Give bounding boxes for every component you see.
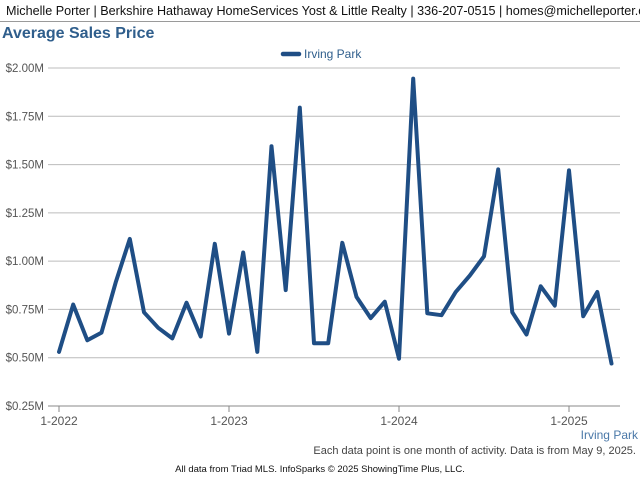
y-tick-label: $1.50M — [6, 160, 44, 172]
footer-credit: All data from Triad MLS. InfoSparks © 20… — [175, 464, 465, 475]
legend[interactable]: Irving Park — [280, 47, 362, 61]
header-text: Michelle Porter | Berkshire Hathaway Hom… — [6, 4, 640, 18]
x-tick-label: 1-2023 — [210, 414, 248, 428]
y-tick-label: $0.25M — [6, 401, 44, 413]
y-tick-label: $1.25M — [6, 208, 44, 220]
grid-lines — [48, 67, 620, 407]
x-tick-label: 1-2024 — [380, 414, 418, 428]
series-line-irving-park — [57, 76, 614, 366]
series-layer — [57, 76, 614, 366]
legend-label[interactable]: Irving Park — [304, 47, 362, 61]
axes: $0.25M $0.50M $0.75M $1.00M $1.25M $1.50M $1.7… — [6, 63, 639, 442]
y-tick-label: $1.75M — [6, 111, 44, 123]
x-tick-label: 1-2025 — [550, 414, 588, 428]
y-tick-label: $1.00M — [6, 256, 44, 268]
header-bar: Michelle Porter | Berkshire Hathaway Hom… — [0, 0, 640, 22]
chart-title: Average Sales Price — [2, 25, 155, 42]
x-corner-label: Irving Park — [581, 428, 639, 442]
footer-note: Each data point is one month of activity… — [313, 445, 636, 457]
x-tick-label: 1-2022 — [40, 414, 78, 428]
y-tick-label: $0.50M — [6, 353, 44, 365]
y-tick-label: $2.00M — [6, 63, 44, 75]
y-tick-label: $0.75M — [6, 304, 44, 316]
